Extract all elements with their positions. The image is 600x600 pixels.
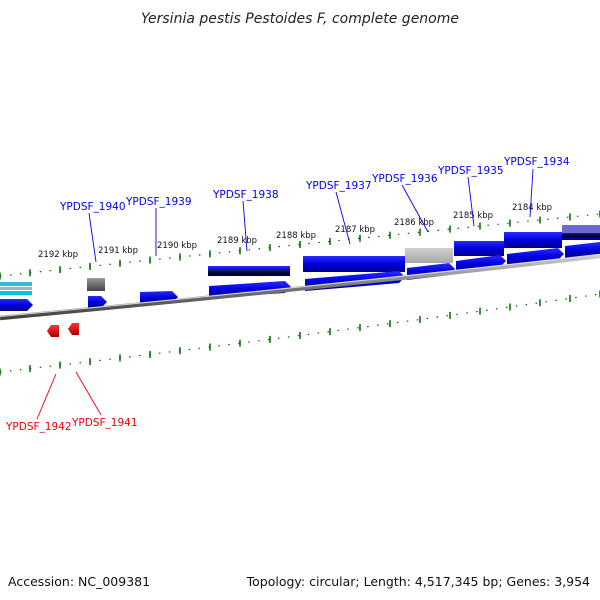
- leader-line-1942: [36, 373, 57, 420]
- kbp-label-2188: 2188 kbp: [276, 231, 316, 241]
- gene-label-1936: YPDSF_1936: [371, 173, 438, 185]
- gene-arrow-partial-left: [0, 299, 33, 311]
- gene-block-1935-upper: [454, 241, 504, 256]
- forward-gene-labels: YPDSF_1940 YPDSF_1939 YPDSF_1938 YPDSF_1…: [59, 156, 570, 213]
- reverse-gene-blocks: [47, 323, 79, 337]
- gene-label-1940: YPDSF_1940: [59, 201, 126, 213]
- feature-small-grey: [87, 278, 105, 291]
- feature-partial-cyan: [0, 282, 32, 286]
- feature-partial-grey: [0, 287, 32, 290]
- gene-block-1937-upper: [303, 256, 405, 272]
- accession-text: Accession: NC_009381: [8, 574, 150, 589]
- genome-summary-text: Topology: circular; Length: 4,517,345 bp…: [246, 574, 590, 589]
- kbp-label-2187: 2187 kbp: [335, 225, 375, 235]
- forward-leader-lines: [88, 168, 534, 263]
- gene-arrow-1941: [68, 323, 79, 335]
- forward-gene-blocks: [0, 225, 600, 311]
- kbp-label-2184: 2184 kbp: [512, 203, 552, 213]
- inner-major-ticks: [0, 290, 600, 376]
- genome-backbone-highlight: [0, 254, 600, 317]
- gene-block-1938-navy: [208, 270, 290, 276]
- gene-block-next-navy: [562, 233, 600, 238]
- genome-backbone: [0, 253, 600, 321]
- gene-block-1936-pseudo: [405, 248, 453, 263]
- kbp-label-2192: 2192 kbp: [38, 250, 78, 260]
- inner-tick-ruler: [0, 293, 600, 373]
- gene-arrow-1934: [507, 248, 564, 266]
- kbp-label-2190: 2190 kbp: [157, 241, 197, 251]
- gene-arrow-1942: [47, 325, 59, 337]
- leader-line-1935: [467, 176, 475, 227]
- kbp-label-2191: 2191 kbp: [98, 246, 138, 256]
- kbp-label-2186: 2186 kbp: [394, 218, 434, 228]
- gene-label-1941: YPDSF_1941: [71, 417, 138, 429]
- kbp-label-2189: 2189 kbp: [217, 236, 257, 246]
- leader-line-1936: [401, 184, 429, 233]
- gene-block-next-violet: [562, 225, 600, 233]
- gene-label-1937: YPDSF_1937: [305, 180, 372, 192]
- gene-arrow-next: [565, 242, 600, 258]
- gene-label-1939: YPDSF_1939: [125, 196, 192, 208]
- gene-label-1934: YPDSF_1934: [503, 156, 570, 168]
- leader-line-1940: [88, 212, 97, 263]
- gene-label-1938: YPDSF_1938: [212, 189, 279, 201]
- reverse-gene-labels: YPDSF_1942 YPDSF_1941: [5, 417, 138, 433]
- map-title: Yersinia pestis Pestoides F, complete ge…: [141, 11, 459, 27]
- gene-arrow-1940: [88, 296, 107, 308]
- leader-line-1934: [529, 168, 534, 218]
- leader-line-1938: [242, 200, 248, 252]
- leader-line-1941: [75, 371, 102, 416]
- reverse-leader-lines: [36, 371, 102, 420]
- gene-block-1934-upper: [504, 232, 562, 248]
- ruler-major-ticks: [0, 210, 600, 280]
- gene-label-1942: YPDSF_1942: [5, 421, 72, 433]
- leader-line-1937: [335, 191, 351, 245]
- feature-partial-teal: [0, 291, 32, 295]
- gene-label-1935: YPDSF_1935: [437, 165, 504, 177]
